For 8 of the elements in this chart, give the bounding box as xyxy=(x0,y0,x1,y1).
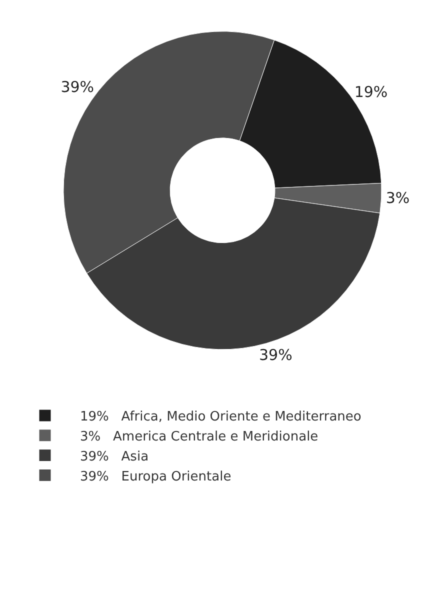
data-label: 39% xyxy=(60,78,94,96)
data-label: 39% xyxy=(258,346,292,364)
legend-label: 19% Africa, Medio Oriente e Mediterraneo xyxy=(80,410,362,425)
legend-label: 39% Europa Orientale xyxy=(80,469,232,484)
legend-label: 39% Asia xyxy=(80,449,149,464)
legend-label: 3% America Centrale e Meridionale xyxy=(80,429,318,444)
data-label: 3% xyxy=(386,189,410,208)
data-label: 19% xyxy=(354,82,388,101)
